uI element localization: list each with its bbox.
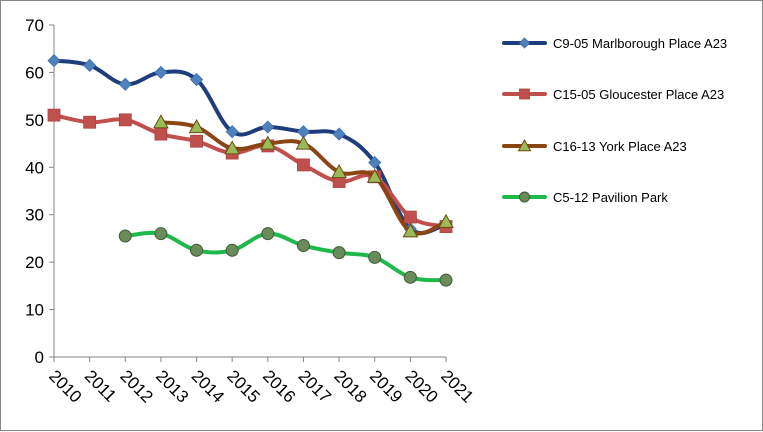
- x-tick-label: 2016: [259, 366, 299, 406]
- series-0-point: [225, 125, 239, 139]
- series-3-point: [368, 250, 382, 264]
- series-1-point: [190, 134, 203, 148]
- series-3-point: [332, 246, 346, 260]
- legend-label: C9-05 Marlborough Place A23: [553, 36, 727, 51]
- legend-label: C15-05 Gloucester Place A23: [553, 87, 724, 102]
- y-tick-label: 30: [25, 206, 44, 225]
- series-0: [47, 54, 453, 236]
- series-2-point: [517, 138, 532, 152]
- x-tick-label: 2011: [81, 366, 120, 405]
- y-tick-label: 0: [35, 348, 44, 367]
- series-3-point: [261, 227, 275, 241]
- series-0-point: [47, 54, 61, 68]
- series-1-point: [519, 88, 530, 100]
- y-tick-label: 20: [25, 253, 44, 272]
- y-tick-label: 70: [25, 16, 44, 35]
- series-0-point: [261, 120, 275, 134]
- series-3-point: [519, 191, 530, 203]
- y-tick-label: 10: [25, 301, 44, 320]
- series-3-point: [403, 270, 417, 284]
- x-axis: 2010201120122013201420152016201720182019…: [45, 356, 477, 407]
- series-3-line: [123, 230, 448, 283]
- series-2-point: [366, 168, 383, 183]
- legend-label: C16-13 York Place A23: [553, 139, 687, 154]
- x-tick-label: 2015: [223, 366, 263, 406]
- series-0-point: [118, 77, 132, 91]
- y-tick-label: 60: [25, 63, 44, 82]
- legend-label: C5-12 Pavilion Park: [553, 190, 668, 205]
- series-1-point: [47, 108, 61, 122]
- series-2-point: [331, 163, 347, 179]
- series-0-point: [368, 155, 382, 170]
- series-2: [153, 114, 454, 238]
- series-2-point: [402, 223, 419, 238]
- series-1-point: [297, 158, 310, 172]
- series-3: [118, 227, 453, 287]
- series-0-point: [518, 37, 531, 49]
- series-2-point: [295, 135, 312, 150]
- series-2-point: [224, 140, 241, 155]
- x-tick-label: 2017: [295, 366, 335, 406]
- legend-item-2: C16-13 York Place A23: [502, 138, 687, 154]
- series-3-point: [439, 273, 453, 287]
- series-0-point: [332, 127, 346, 141]
- series-3-point: [118, 229, 132, 243]
- series-1-point: [154, 127, 168, 141]
- series-2-point: [153, 114, 169, 129]
- x-tick-label: 2018: [330, 366, 370, 406]
- y-tick-label: 50: [25, 111, 44, 130]
- legend-item-1: C15-05 Gloucester Place A23: [502, 87, 724, 102]
- x-tick-label: 2019: [366, 366, 406, 406]
- series-3-point: [190, 243, 204, 257]
- series-3-point: [296, 239, 310, 253]
- y-tick-label: 40: [25, 158, 44, 177]
- legend-item-3: C5-12 Pavilion Park: [502, 190, 668, 205]
- x-tick-label: 2014: [188, 366, 228, 406]
- series-0-point: [83, 58, 97, 72]
- y-axis: 0 10 20 30 40 50 60 70: [25, 16, 55, 367]
- series-2-point: [188, 118, 205, 134]
- series-0-point: [154, 65, 168, 79]
- series-0-point: [189, 72, 204, 87]
- series-3-point: [225, 243, 239, 257]
- legend-item-0: C9-05 Marlborough Place A23: [502, 36, 727, 51]
- x-tick-label: 2021: [437, 366, 477, 406]
- x-tick-label: 2010: [45, 366, 85, 406]
- series-1: [47, 108, 453, 233]
- series-group: [47, 54, 454, 287]
- series-1-point: [403, 210, 417, 224]
- x-tick-label: 2013: [152, 366, 192, 406]
- series-2-point: [259, 135, 276, 150]
- x-tick-label: 2012: [116, 366, 156, 406]
- series-1-point: [118, 113, 132, 127]
- x-tick-label: 2020: [402, 366, 442, 406]
- series-2-point: [438, 213, 454, 228]
- legend: C9-05 Marlborough Place A23 C15-05 Glouce…: [502, 36, 727, 205]
- series-3-point: [154, 227, 168, 241]
- series-1-point: [83, 115, 97, 129]
